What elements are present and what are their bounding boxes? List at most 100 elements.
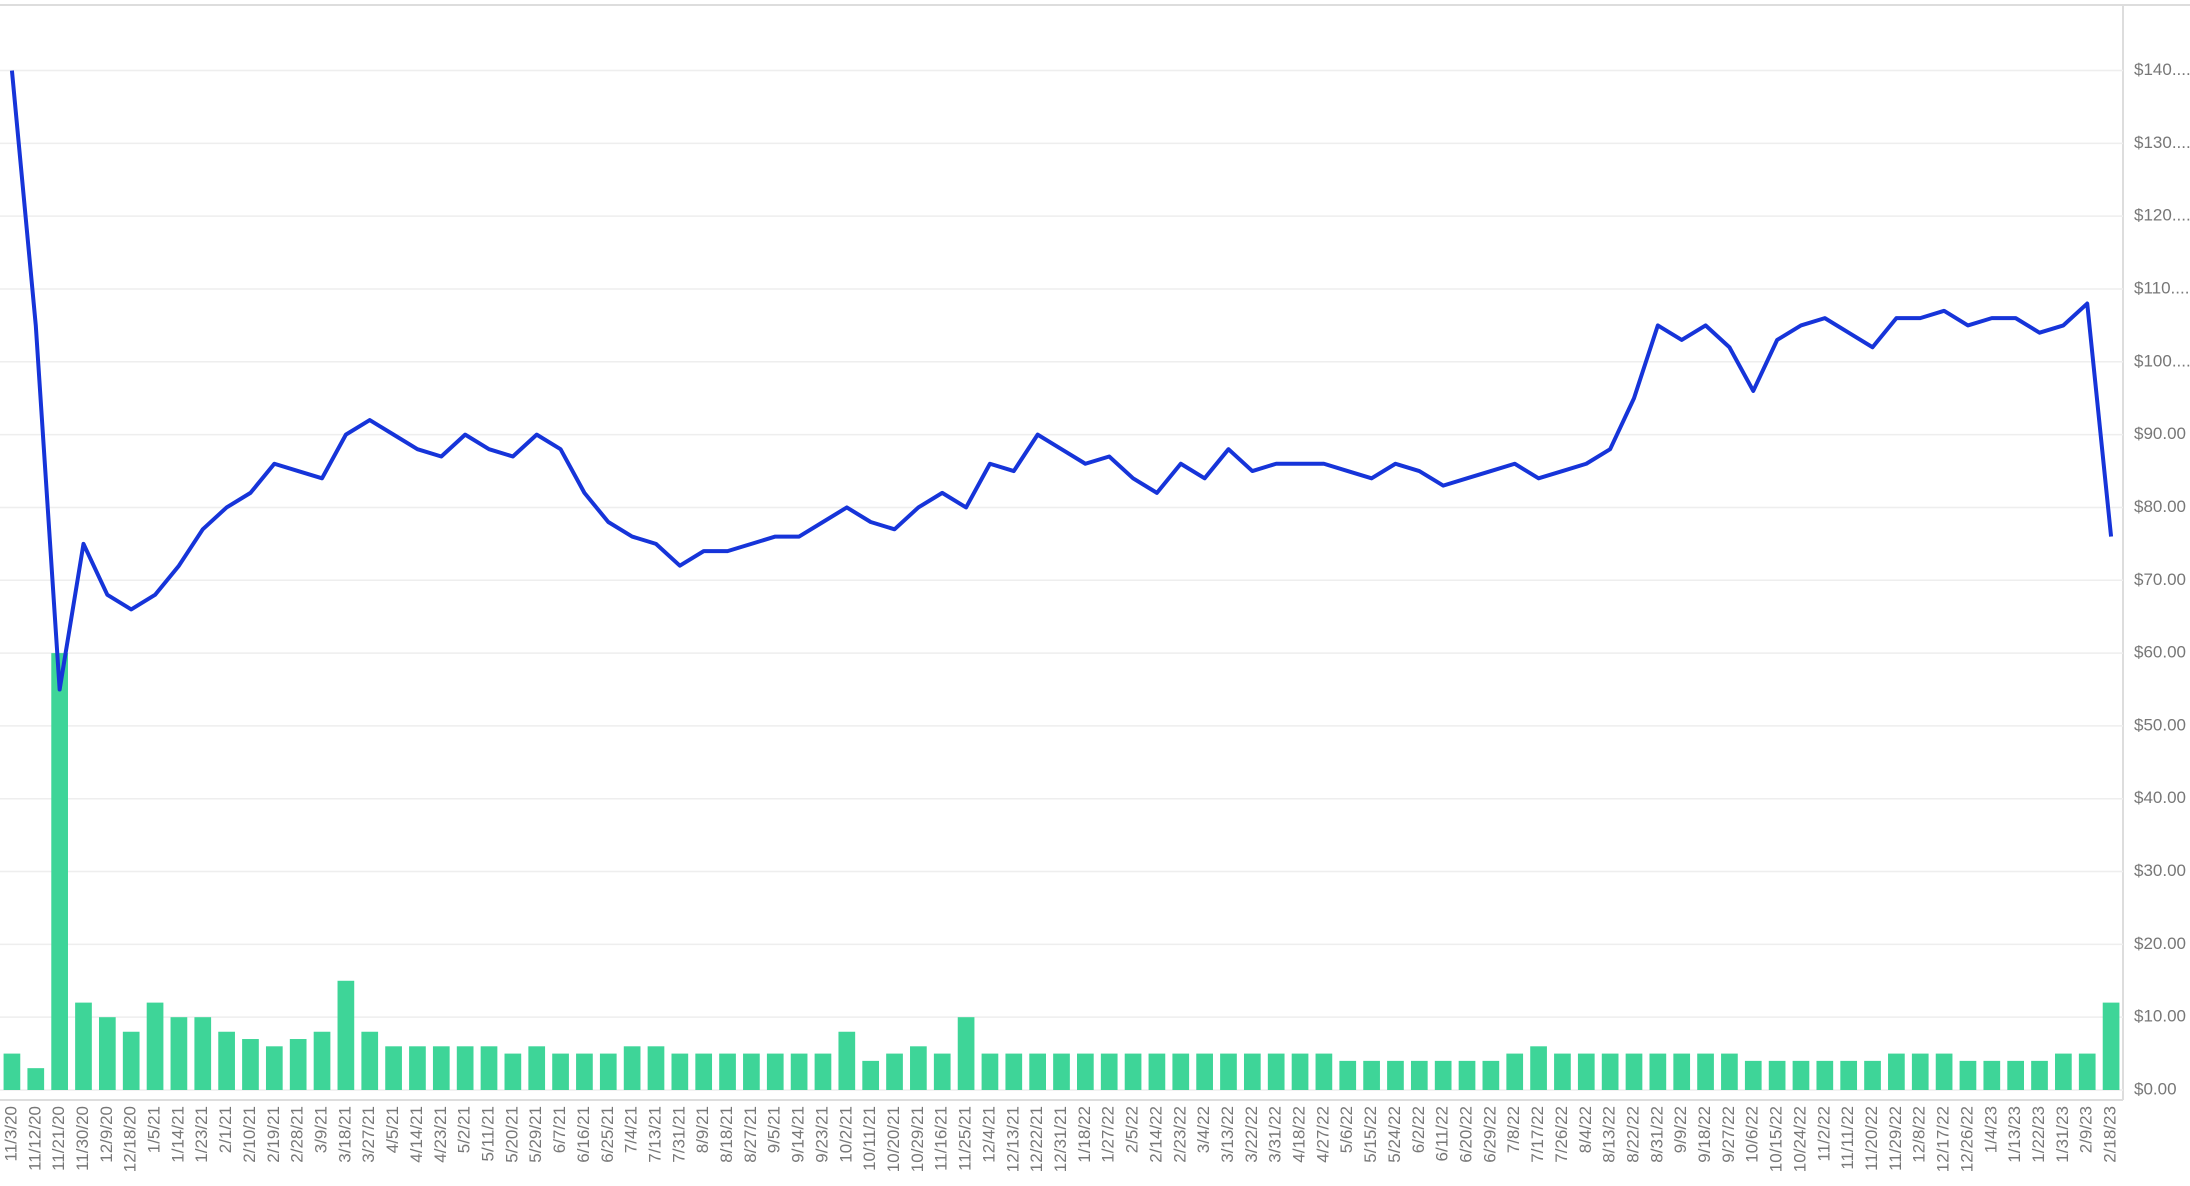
x-tick-label: 2/23/22	[1170, 1106, 1189, 1163]
bar	[910, 1046, 927, 1090]
x-tick-label: 7/8/22	[1504, 1106, 1523, 1153]
grid	[0, 69, 2123, 1091]
x-tick-label: 11/11/22	[1838, 1106, 1857, 1170]
bar	[671, 1053, 689, 1090]
bar	[432, 1046, 450, 1090]
x-tick-label: 5/11/21	[478, 1106, 497, 1161]
x-tick-label: 2/18/23	[2101, 1106, 2120, 1163]
bar	[1220, 1053, 1237, 1090]
bar	[790, 1053, 808, 1090]
y-tick-label: $140....	[2134, 60, 2190, 79]
x-tick-label: 2/5/22	[1123, 1106, 1142, 1153]
bar	[75, 1002, 92, 1090]
x-tick-label: 1/31/23	[2053, 1106, 2072, 1163]
x-tick-label: 4/14/21	[407, 1106, 426, 1163]
x-tick-label: 3/13/22	[1218, 1106, 1237, 1163]
y-tick-label: $110....	[2134, 278, 2189, 297]
y-tick-label: $50.00	[2134, 715, 2186, 734]
x-tick-label: 11/29/22	[1886, 1106, 1905, 1171]
x-tick-label: 6/25/21	[598, 1106, 617, 1163]
bar	[838, 1031, 856, 1090]
x-tick-label: 11/12/20	[25, 1106, 44, 1171]
bar	[1959, 1060, 1977, 1090]
bar	[337, 980, 355, 1090]
bar	[933, 1053, 951, 1090]
bar	[862, 1060, 880, 1090]
bar	[1267, 1053, 1285, 1090]
x-tick-label: 2/1/21	[216, 1106, 235, 1153]
x-tick-label: 3/4/22	[1194, 1106, 1213, 1153]
bar	[957, 1017, 975, 1090]
x-tick-label: 10/15/22	[1767, 1106, 1786, 1172]
bar	[1339, 1060, 1357, 1090]
x-tick-label: 7/26/22	[1552, 1106, 1571, 1163]
x-tick-label: 1/14/21	[168, 1106, 187, 1163]
y-tick-label: $40.00	[2134, 788, 2186, 807]
y-tick-label: $70.00	[2134, 570, 2186, 589]
bar	[2031, 1060, 2048, 1090]
x-tick-label: 5/6/22	[1337, 1106, 1356, 1153]
x-tick-label: 9/27/22	[1719, 1106, 1738, 1163]
x-tick-label: 2/10/21	[240, 1106, 259, 1163]
bar	[218, 1031, 235, 1090]
bar	[1554, 1053, 1571, 1090]
bar	[766, 1053, 784, 1090]
x-tick-label: 7/13/21	[645, 1106, 664, 1163]
y-tick-label: $100....	[2134, 351, 2190, 370]
bar	[1625, 1053, 1643, 1090]
bar	[1434, 1060, 1452, 1090]
bar	[1768, 1060, 1786, 1090]
x-tick-label: 12/4/21	[979, 1106, 998, 1163]
bar	[3, 1053, 21, 1090]
bar	[743, 1053, 760, 1090]
x-tick-label: 11/16/21	[932, 1106, 951, 1171]
x-tick-label: 11/2/22	[1814, 1106, 1833, 1161]
bar	[599, 1053, 617, 1090]
bar	[242, 1039, 259, 1090]
bar	[552, 1053, 569, 1090]
bar	[170, 1017, 188, 1090]
bar	[1649, 1053, 1667, 1090]
bar	[1029, 1053, 1046, 1090]
bar	[1864, 1060, 1881, 1090]
bar	[2007, 1060, 2025, 1090]
x-tick-label: 12/26/22	[1957, 1106, 1976, 1172]
bar	[647, 1046, 665, 1090]
x-tick-label: 9/5/21	[765, 1106, 784, 1153]
bar	[1888, 1053, 1905, 1090]
x-tick-label: 9/18/22	[1695, 1106, 1714, 1163]
x-tick-label: 2/19/21	[264, 1106, 283, 1163]
bar	[1744, 1060, 1762, 1090]
x-tick-label: 12/18/20	[121, 1106, 140, 1172]
x-tick-label: 5/2/21	[455, 1106, 474, 1153]
bar	[122, 1031, 140, 1090]
x-tick-label: 8/31/22	[1647, 1106, 1666, 1163]
x-tick-label: 5/20/21	[502, 1106, 521, 1163]
x-tick-label: 3/27/21	[359, 1106, 378, 1163]
bar	[1100, 1053, 1118, 1090]
x-tick-label: 8/27/21	[741, 1106, 760, 1163]
x-tick-label: 6/2/22	[1409, 1106, 1428, 1153]
bar	[1673, 1053, 1691, 1090]
x-tick-label: 5/29/21	[526, 1106, 545, 1163]
price-line	[9, 70, 2114, 692]
x-tick-label: 12/9/20	[97, 1106, 116, 1163]
x-tick-label: 6/11/22	[1433, 1106, 1452, 1161]
bar	[2055, 1053, 2072, 1090]
x-tick-label: 11/21/20	[49, 1106, 68, 1171]
bar	[480, 1046, 498, 1090]
bar	[1983, 1060, 2001, 1090]
x-tick-label: 1/18/22	[1075, 1106, 1094, 1163]
x-tick-label: 11/3/20	[1, 1106, 20, 1161]
bar	[1697, 1053, 1714, 1090]
y-tick-label: $0.00	[2134, 1079, 2177, 1098]
bar	[814, 1053, 832, 1090]
bar	[1077, 1053, 1094, 1090]
x-tick-label: 12/17/22	[1934, 1106, 1953, 1172]
x-tick-label: 9/14/21	[789, 1106, 808, 1163]
x-tick-label: 7/4/21	[622, 1106, 641, 1153]
bar	[1291, 1053, 1309, 1090]
x-tick-label: 8/4/22	[1576, 1106, 1595, 1153]
bar	[1363, 1060, 1380, 1090]
bar	[1053, 1053, 1070, 1090]
